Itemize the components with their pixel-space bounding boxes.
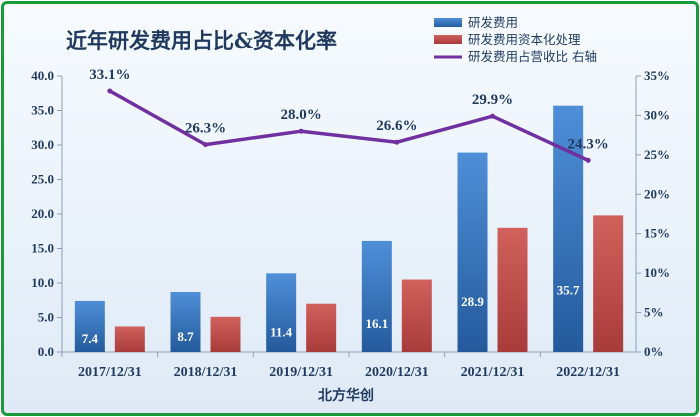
rd-ratio-label: 28.0%: [281, 107, 322, 123]
rd-ratio-label: 26.6%: [376, 118, 417, 134]
right-axis-tick-label: 5%: [644, 305, 664, 320]
rd-ratio-label: 33.1%: [89, 67, 130, 83]
rd-ratio-point: [107, 88, 113, 94]
left-axis-tick-label: 10.0: [31, 275, 54, 290]
rd-expense-bar-label: 35.7: [557, 282, 580, 297]
x-axis-tick-label: 2017/12/31: [78, 365, 142, 380]
left-axis-tick-label: 5.0: [38, 310, 54, 325]
legend-label: 研发费用资本化处理: [468, 32, 581, 47]
left-axis-tick-label: 0.0: [38, 344, 54, 359]
rd-expense-bar: [170, 291, 201, 352]
left-axis-tick-label: 25.0: [31, 172, 54, 187]
x-axis-tick-label: 2020/12/31: [365, 365, 429, 380]
right-axis-tick-label: 20%: [644, 186, 670, 201]
x-axis-label: 北方华创: [318, 387, 374, 404]
rd-ratio-point: [490, 113, 495, 119]
rd-expense-bar-label: 16.1: [365, 316, 388, 331]
right-axis-tick-label: 10%: [644, 265, 670, 280]
rd-ratio-point: [585, 157, 591, 163]
rd-capitalized-bar: [210, 316, 241, 352]
rd-ratio-label: 24.3%: [568, 136, 609, 152]
x-axis-tick-label: 2022/12/31: [556, 365, 620, 380]
legend-swatch: [434, 35, 462, 44]
rd-ratio-point: [394, 139, 400, 145]
rd-ratio-point: [298, 128, 304, 134]
chart: 近年研发费用占比&资本化率 北方华创 研发费用研发费用资本化处理研发费用占营收比…: [31, 15, 670, 404]
rd-ratio-label: 29.9%: [472, 92, 513, 108]
left-axis-tick-label: 20.0: [31, 206, 54, 221]
left-axis-tick-label: 35.0: [31, 103, 54, 118]
rd-capitalized-bar: [306, 303, 337, 352]
rd-ratio-line: [108, 89, 589, 162]
legend-label: 研发费用: [468, 15, 518, 30]
left-axis-tick-label: 40.0: [31, 68, 54, 83]
right-axis-tick-label: 25%: [644, 147, 670, 162]
legend-swatch: [434, 18, 462, 27]
rd-capitalized-bar: [593, 215, 624, 352]
rd-expense-bar: [457, 152, 488, 352]
rd-capitalized-bar: [114, 326, 145, 352]
rd-capitalized-bar: [497, 227, 528, 352]
x-axis-tick-label: 2018/12/31: [174, 365, 238, 380]
rd-expense-bar-label: 7.4: [82, 331, 99, 346]
rd-ratio-point: [203, 142, 208, 148]
rd-ratio-label: 26.3%: [185, 121, 226, 137]
rd-expense-bar: [361, 240, 392, 352]
rd-expense-bar-label: 28.9: [461, 294, 484, 309]
x-axis-tick-label: 2021/12/31: [461, 365, 525, 380]
left-axis-tick-label: 15.0: [31, 241, 54, 256]
plot-area: 0.0 5.0 10.0 15.0 20.0 25.0 30.0 35.0 40.0 0% 5% 10…: [31, 67, 670, 380]
rd-expense-bar-label: 8.7: [177, 329, 194, 344]
rd-expense-bar: [74, 300, 105, 352]
rd-expense-bar: [266, 273, 297, 352]
right-axis-tick-label: 35%: [644, 68, 670, 83]
legend-label: 研发费用占营收比 右轴: [468, 49, 597, 64]
x-axis-tick-label: 2019/12/31: [269, 365, 333, 380]
rd-expense-bar-label: 11.4: [270, 324, 293, 339]
rd-capitalized-bar: [401, 279, 432, 352]
right-axis-tick-label: 0%: [644, 344, 664, 359]
left-axis-tick-label: 30.0: [31, 137, 54, 152]
right-axis-tick-label: 30%: [644, 107, 670, 122]
chart-title: 近年研发费用占比&资本化率: [66, 28, 337, 53]
right-axis-tick-label: 15%: [644, 226, 670, 241]
